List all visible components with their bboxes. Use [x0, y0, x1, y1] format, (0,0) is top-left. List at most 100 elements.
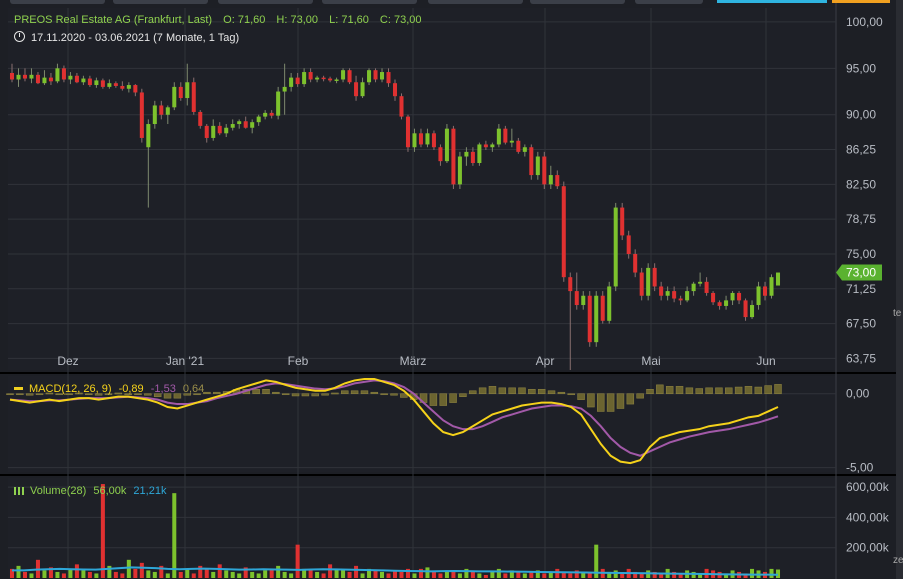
candle-body — [230, 124, 235, 128]
candle-body — [263, 112, 268, 117]
top-tab[interactable] — [635, 0, 703, 4]
candle-body — [457, 156, 462, 185]
volume-bar — [16, 565, 21, 578]
volume-bar — [470, 571, 475, 578]
candle-body — [334, 79, 339, 81]
candle-body — [775, 272, 781, 286]
top-action-button[interactable] — [717, 0, 827, 3]
macd-histogram-bar — [173, 393, 182, 399]
volume-bar — [380, 571, 385, 578]
candle-body — [711, 292, 716, 303]
volume-bar — [574, 570, 579, 578]
volume-bar — [302, 568, 307, 578]
volume-bar — [659, 573, 664, 578]
volume-bar — [295, 544, 300, 578]
macd-histogram-bar — [449, 393, 457, 403]
top-tab[interactable] — [530, 0, 625, 4]
candle-body — [243, 121, 248, 128]
volume-bar — [769, 568, 774, 578]
candle-body — [328, 78, 333, 81]
volume-bar — [224, 570, 229, 578]
candle-body — [490, 144, 495, 148]
candle-body — [139, 92, 144, 138]
candle-body — [237, 121, 242, 125]
candle-body — [750, 305, 755, 318]
clock-icon — [14, 31, 25, 42]
volume-ma-value: 21,21k — [133, 485, 167, 497]
macd-histogram-bar — [764, 385, 772, 395]
macd-histogram-bar — [281, 393, 290, 396]
macd-histogram-bar — [469, 390, 477, 395]
volume-bar — [607, 571, 612, 578]
volume-label: Volume(28) — [30, 485, 87, 497]
top-tab[interactable] — [113, 0, 208, 4]
candle-body — [100, 80, 105, 87]
volume-bar — [282, 571, 287, 578]
volume-bar — [354, 565, 359, 578]
volume-bar — [548, 571, 553, 578]
volume-bar — [139, 562, 144, 578]
candle-body — [198, 111, 203, 126]
top-action-button-orange[interactable] — [832, 0, 890, 3]
macd-histogram-bar — [400, 393, 408, 398]
candle-body — [399, 96, 404, 117]
candle-body — [373, 70, 378, 80]
candle-body — [204, 125, 209, 138]
top-tab[interactable] — [10, 0, 105, 4]
candle-body — [691, 283, 696, 292]
top-tab[interactable] — [322, 0, 417, 4]
volume-bar — [165, 573, 170, 578]
volume-bar — [405, 568, 410, 578]
macd-histogram-bar — [675, 386, 684, 395]
top-tab[interactable] — [428, 0, 523, 4]
candle-body — [94, 80, 99, 86]
macd-legend: MACD(12, 26, 9) -0,89 -1,53 0,64 — [14, 383, 204, 395]
volume-bar — [451, 571, 456, 578]
macd-histogram-bar — [350, 390, 359, 395]
candle-body — [224, 127, 229, 134]
volume-bar — [425, 567, 430, 578]
candle-body — [698, 281, 703, 284]
price-tick-label: 63,75 — [846, 351, 876, 365]
candle-body — [120, 85, 125, 89]
candle-body — [737, 292, 742, 301]
volume-bar — [263, 570, 268, 578]
candle-body — [367, 70, 372, 83]
volume-bar — [113, 571, 118, 578]
volume-bar — [542, 573, 547, 578]
macd-histogram-bar — [114, 392, 123, 395]
macd-histogram-bar — [518, 387, 526, 395]
candle-body — [302, 72, 307, 85]
x-tick-label: Jun — [756, 354, 775, 368]
candle-body — [522, 147, 527, 152]
candle-body — [600, 295, 605, 321]
volume-bar — [185, 568, 190, 578]
candle-body — [464, 151, 469, 157]
volume-bar — [29, 573, 34, 578]
volume-bar — [509, 570, 514, 578]
candle-body — [354, 82, 359, 97]
candle-body — [607, 286, 612, 321]
macd-tick-label: -5,00 — [846, 461, 874, 475]
candle-body — [113, 83, 118, 86]
candle-body — [639, 272, 644, 296]
macd-histogram-bar — [35, 393, 44, 396]
volume-bar — [126, 559, 131, 578]
macd-histogram-bar — [616, 393, 625, 409]
candle-body — [561, 186, 566, 278]
volume-legend: Volume(28) 56,00k 21,21k — [14, 485, 166, 497]
candle-body — [418, 133, 423, 145]
candle-body — [178, 86, 183, 99]
volume-bar — [237, 573, 242, 578]
candle-body — [626, 235, 631, 254]
candle-body — [380, 72, 385, 80]
current-price-tag — [836, 264, 882, 281]
macd-histogram-bar — [65, 393, 73, 396]
top-tab[interactable] — [218, 0, 313, 4]
candle-body — [308, 72, 313, 80]
volume-bar — [289, 573, 294, 578]
candle-body — [392, 83, 398, 97]
candle-body — [9, 72, 15, 80]
candle-body — [295, 77, 300, 85]
right-scrollbar[interactable] — [896, 0, 903, 579]
